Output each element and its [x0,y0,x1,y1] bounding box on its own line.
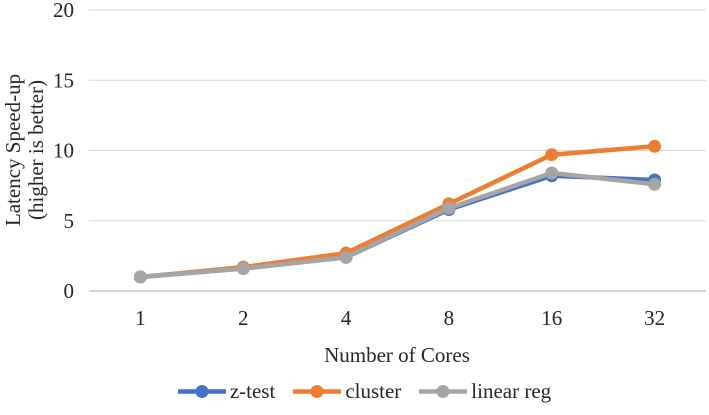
data-point-marker [442,201,456,215]
x-tick-label: 8 [444,306,455,330]
series-cluster [133,139,662,284]
y-axis-tick-labels: 0 5 10 15 20 [53,0,74,303]
data-point-marker [339,250,353,264]
y-tick-label: 10 [53,139,74,163]
data-point-marker [133,270,147,284]
legend-label: cluster [345,378,402,403]
x-axis-title: Number of Cores [324,343,470,367]
data-point-marker [648,177,662,191]
legend-label: linear reg [471,378,552,403]
data-point-marker [648,139,662,153]
y-tick-label: 15 [53,68,74,92]
legend-label: z-test [229,378,276,403]
legend-marker-icon [177,384,226,398]
legend-item-z-test: z-test [177,378,276,403]
x-tick-label: 2 [238,306,249,330]
x-tick-label: 4 [341,306,352,330]
gridlines [89,9,706,292]
x-axis-tick-labels: 1 2 4 8 16 32 [135,306,665,330]
data-series [133,139,662,284]
legend-marker-icon [293,384,342,398]
legend-item-linear-reg: linear reg [418,378,552,403]
series-linear-reg [133,166,662,284]
legend-marker-icon [419,384,468,398]
data-point-marker [545,148,559,162]
x-tick-label: 32 [644,306,665,330]
x-tick-label: 16 [541,306,562,330]
y-tick-label: 5 [64,209,75,233]
y-tick-label: 0 [64,279,75,303]
data-point-marker [545,166,559,180]
y-tick-label: 20 [53,0,74,22]
y-axis-title-line1: Latency Speed-up [1,74,25,226]
data-point-marker [236,262,250,276]
chart-legend: z-test cluster linear reg [0,377,709,405]
legend-item-cluster: cluster [292,378,402,403]
x-tick-label: 1 [135,306,146,330]
y-axis-title-line2: (higher is better) [24,80,48,220]
